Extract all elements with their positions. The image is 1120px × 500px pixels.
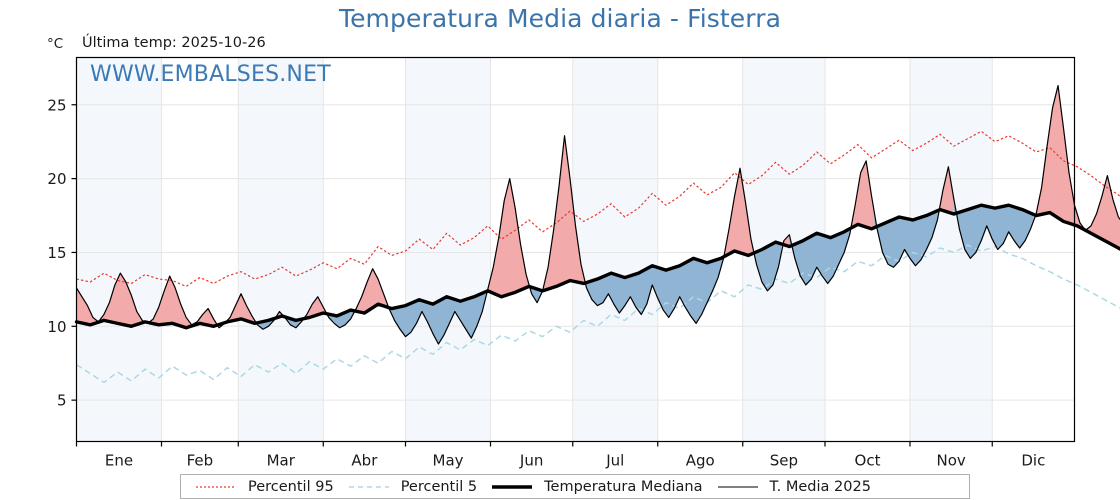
x-tick-label: May: [433, 452, 464, 470]
legend-label-p5: Percentil 5: [400, 478, 478, 495]
x-axis-ticks: Ene Feb Mar Abr May Jun Jul Ago Sep Oct Nov Dic: [75, 441, 1045, 470]
x-tick-label: Sep: [770, 452, 798, 470]
legend-item-p95[interactable]: Percentil 95: [181, 475, 334, 498]
x-tick-label: Nov: [936, 452, 965, 470]
legend-label-median: Temperatura Mediana: [544, 478, 703, 495]
y-axis-ticks: 5 10 15 20 25: [47, 96, 77, 410]
y-tick-label: 5: [57, 392, 67, 410]
legend-item-median[interactable]: Temperatura Mediana: [477, 475, 703, 498]
x-tick-label: Jul: [605, 452, 624, 470]
y-tick-label: 25: [47, 96, 66, 114]
legend-swatch-p95: [195, 481, 237, 493]
last-temp-label: Última temp: 2025-10-26: [82, 35, 266, 51]
legend-swatch-current-year: [717, 481, 759, 493]
y-axis-unit-label: °C: [47, 36, 64, 52]
y-tick-label: 10: [47, 318, 66, 336]
x-tick-label: Ene: [105, 452, 133, 470]
plot-frame: [75, 56, 1076, 443]
x-tick-label: Mar: [267, 452, 296, 470]
legend-item-current-year[interactable]: T. Media 2025: [703, 475, 871, 498]
x-tick-label: Jun: [519, 452, 543, 470]
chart-title: Temperatura Media diaria - Fisterra: [338, 4, 782, 33]
x-tick-label: Oct: [855, 452, 881, 470]
y-tick-label: 20: [47, 170, 66, 188]
data-series: [74, 84, 1120, 384]
x-tick-label: Abr: [351, 452, 378, 470]
x-tick-label: Feb: [187, 452, 214, 470]
legend-label-current-year: T. Media 2025: [769, 478, 871, 495]
x-tick-label: Dic: [1021, 452, 1045, 470]
legend-swatch-p5: [348, 481, 390, 493]
y-tick-label: 15: [47, 244, 66, 262]
legend-item-p5[interactable]: Percentil 5: [334, 475, 477, 498]
x-tick-label: Ago: [686, 452, 715, 470]
legend-swatch-median: [491, 481, 533, 493]
chart-legend: Percentil 95 Percentil 5 Temperatura Med…: [180, 474, 970, 499]
legend-label-p95: Percentil 95: [248, 478, 334, 495]
